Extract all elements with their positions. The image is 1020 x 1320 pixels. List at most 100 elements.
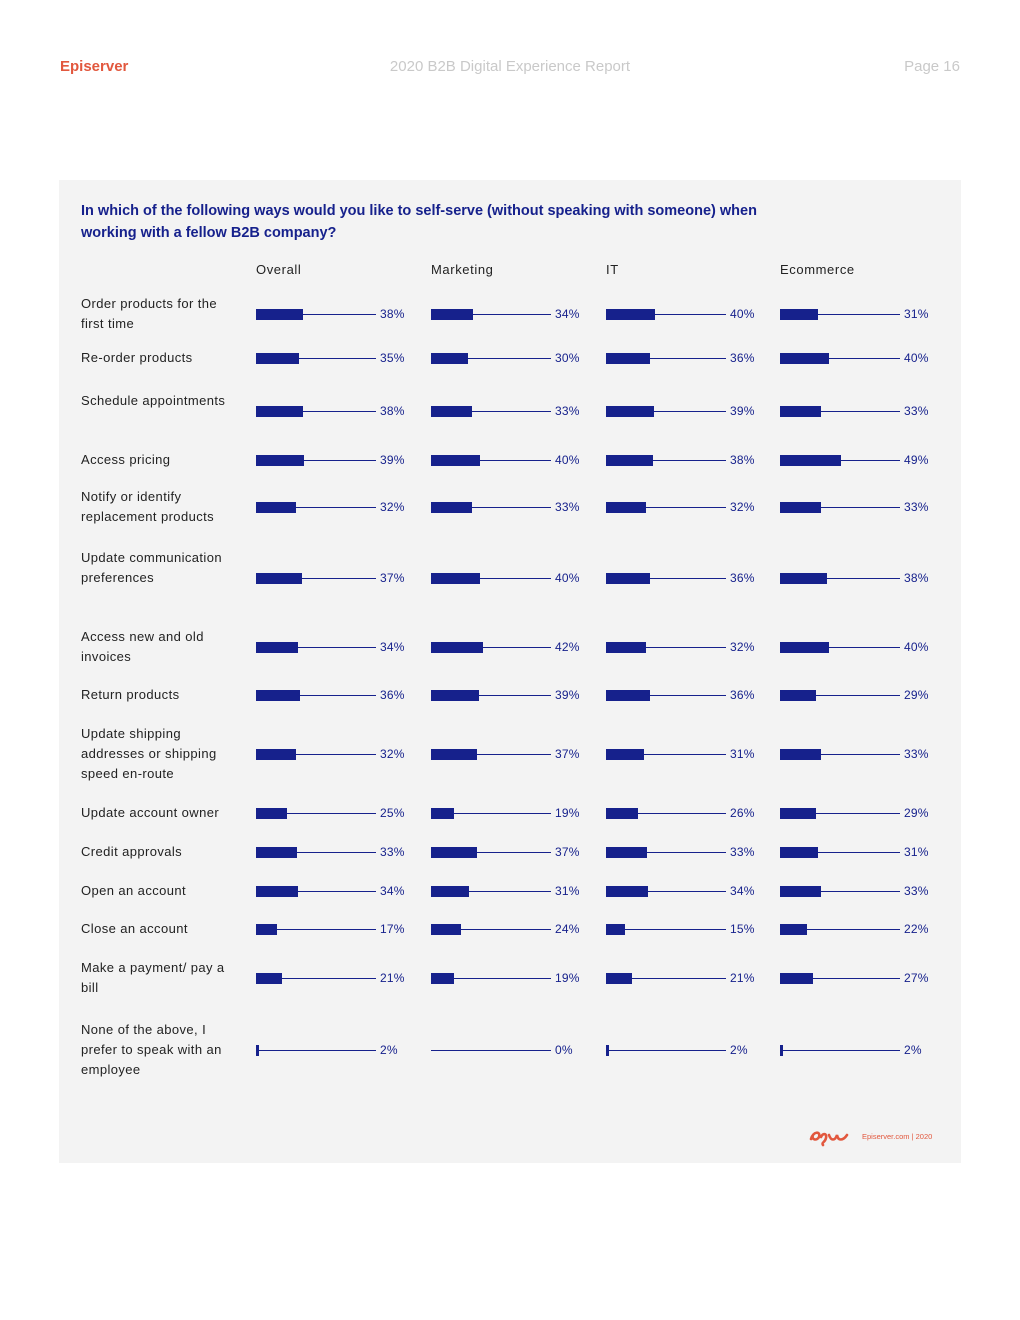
page-header: Episerver 2020 B2B Digital Experience Re… [60, 58, 960, 78]
bar [780, 924, 808, 935]
bar-guide-line [431, 852, 551, 853]
data-label: 21% [380, 971, 405, 985]
bar [780, 573, 827, 584]
data-label: 49% [904, 453, 929, 467]
bar [780, 847, 819, 858]
data-label: 34% [730, 884, 755, 898]
bar-guide-line [431, 507, 551, 508]
data-label: 32% [380, 500, 405, 514]
bar [431, 924, 461, 935]
bar-guide-line [780, 314, 900, 315]
bar-guide-line [256, 647, 376, 648]
bar [256, 406, 303, 417]
bar-guide-line [256, 852, 376, 853]
episerver-logo-icon [807, 1125, 855, 1154]
data-label: 31% [730, 747, 755, 761]
row-label: Re-order products [81, 350, 193, 365]
bar [780, 353, 830, 364]
bar [431, 642, 483, 653]
bar-guide-line [780, 578, 900, 579]
data-label: 40% [730, 307, 755, 321]
bar-guide-line [606, 813, 726, 814]
bar-guide-line [256, 813, 376, 814]
bar [606, 642, 646, 653]
bar [256, 1045, 259, 1056]
bar-guide-line [431, 929, 551, 930]
bar [780, 886, 821, 897]
footer-text: Episerver.com | 2020 [862, 1132, 933, 1141]
bar [256, 502, 296, 513]
data-label: 33% [904, 747, 929, 761]
bar [606, 749, 645, 760]
chart-title: In which of the following ways would you… [81, 203, 757, 241]
data-label: 2% [730, 1043, 748, 1057]
bar-guide-line [606, 978, 726, 979]
bar-guide-line [780, 411, 900, 412]
bar [606, 502, 646, 513]
bar [256, 455, 305, 466]
bar-guide-line [780, 929, 900, 930]
data-label: 33% [904, 500, 929, 514]
bar-guide-line [431, 647, 551, 648]
bar [431, 309, 473, 320]
bar-guide-line [780, 507, 900, 508]
bar [606, 455, 653, 466]
data-label: 0% [555, 1043, 573, 1057]
bar-guide-line [606, 929, 726, 930]
row-label: Update shipping addresses or shipping sp… [81, 726, 217, 781]
bar [431, 690, 480, 701]
bar-guide-line [431, 978, 551, 979]
bar-guide-line [780, 647, 900, 648]
bar [431, 502, 472, 513]
bar-guide-line [780, 978, 900, 979]
data-label: 32% [730, 640, 755, 654]
data-label: 34% [380, 640, 405, 654]
row-label: Open an account [81, 883, 187, 898]
data-label: 32% [380, 747, 405, 761]
column-header-ecommerce: Ecommerce [780, 262, 855, 277]
bar [780, 642, 830, 653]
bar [431, 973, 455, 984]
bar-guide-line [256, 754, 376, 755]
data-label: 17% [380, 922, 405, 936]
bar [431, 406, 472, 417]
data-label: 37% [380, 571, 405, 585]
data-label: 33% [730, 845, 755, 859]
row-label: Credit approvals [81, 844, 183, 859]
bar-guide-line [431, 578, 551, 579]
data-label: 40% [555, 571, 580, 585]
bar-guide-line [256, 358, 376, 359]
data-label: 22% [904, 922, 929, 936]
row-label: None of the above, I prefer to speak wit… [81, 1022, 222, 1077]
bar-guide-line [780, 891, 900, 892]
bar-guide-line [606, 460, 726, 461]
data-label: 24% [555, 922, 580, 936]
data-label: 25% [380, 806, 405, 820]
row-label: Access new and old invoices [81, 629, 204, 664]
bar [606, 847, 647, 858]
column-header-it: IT [606, 262, 619, 277]
data-label: 31% [555, 884, 580, 898]
row-label: Access pricing [81, 452, 171, 467]
bar-guide-line [780, 813, 900, 814]
bar [256, 642, 298, 653]
row-label: Order products for the first time [81, 296, 217, 331]
data-label: 39% [555, 688, 580, 702]
data-label: 2% [904, 1043, 922, 1057]
bar-guide-line [606, 891, 726, 892]
data-label: 21% [730, 971, 755, 985]
data-label: 38% [380, 307, 405, 321]
row-label: Make a payment/ pay a bill [81, 960, 225, 995]
bar [780, 749, 821, 760]
bar [606, 309, 656, 320]
bar [606, 406, 655, 417]
data-label: 37% [555, 845, 580, 859]
data-label: 38% [730, 453, 755, 467]
bar-guide-line [256, 460, 376, 461]
data-label: 38% [380, 404, 405, 418]
chart-panel: In which of the following ways would you… [59, 180, 961, 1163]
bar [606, 808, 639, 819]
data-label: 42% [555, 640, 580, 654]
column-header-marketing: Marketing [431, 262, 494, 277]
bar [256, 690, 301, 701]
